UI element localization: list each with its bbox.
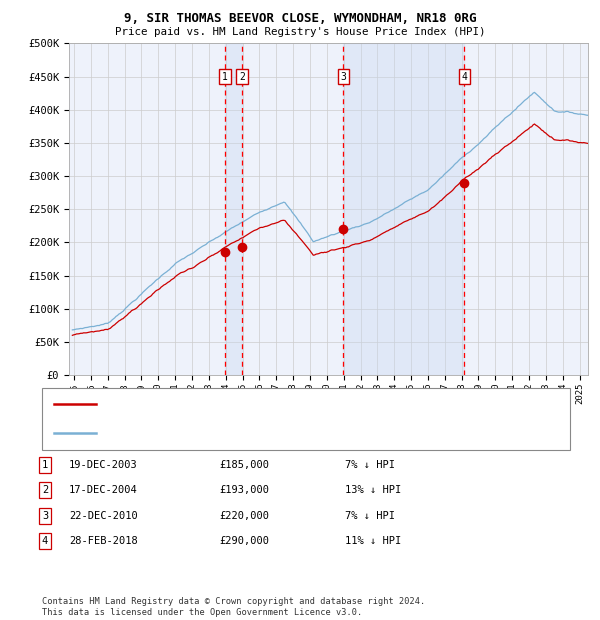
Text: 3: 3: [42, 511, 48, 521]
Text: 9, SIR THOMAS BEEVOR CLOSE, WYMONDHAM, NR18 0RG (detached house): 9, SIR THOMAS BEEVOR CLOSE, WYMONDHAM, N…: [102, 399, 478, 409]
Text: 28-FEB-2018: 28-FEB-2018: [69, 536, 138, 546]
Text: 22-DEC-2010: 22-DEC-2010: [69, 511, 138, 521]
Text: 4: 4: [461, 71, 467, 82]
Text: 7% ↓ HPI: 7% ↓ HPI: [345, 460, 395, 470]
Text: 2: 2: [239, 71, 245, 82]
Text: HPI: Average price, detached house, South Norfolk: HPI: Average price, detached house, Sout…: [102, 428, 390, 438]
Text: 2: 2: [42, 485, 48, 495]
Text: 1: 1: [42, 460, 48, 470]
Text: 1: 1: [222, 71, 228, 82]
Text: 7% ↓ HPI: 7% ↓ HPI: [345, 511, 395, 521]
Text: 11% ↓ HPI: 11% ↓ HPI: [345, 536, 401, 546]
Text: £185,000: £185,000: [219, 460, 269, 470]
Text: £220,000: £220,000: [219, 511, 269, 521]
Text: 9, SIR THOMAS BEEVOR CLOSE, WYMONDHAM, NR18 0RG: 9, SIR THOMAS BEEVOR CLOSE, WYMONDHAM, N…: [124, 12, 476, 25]
Text: Contains HM Land Registry data © Crown copyright and database right 2024.
This d: Contains HM Land Registry data © Crown c…: [42, 598, 425, 617]
Text: 17-DEC-2004: 17-DEC-2004: [69, 485, 138, 495]
Bar: [343, 43, 464, 375]
Text: 13% ↓ HPI: 13% ↓ HPI: [345, 485, 401, 495]
Text: 19-DEC-2003: 19-DEC-2003: [69, 460, 138, 470]
Text: £290,000: £290,000: [219, 536, 269, 546]
Bar: [225, 43, 242, 375]
Text: Price paid vs. HM Land Registry's House Price Index (HPI): Price paid vs. HM Land Registry's House …: [115, 27, 485, 37]
Text: £193,000: £193,000: [219, 485, 269, 495]
Text: 4: 4: [42, 536, 48, 546]
Text: 3: 3: [340, 71, 346, 82]
